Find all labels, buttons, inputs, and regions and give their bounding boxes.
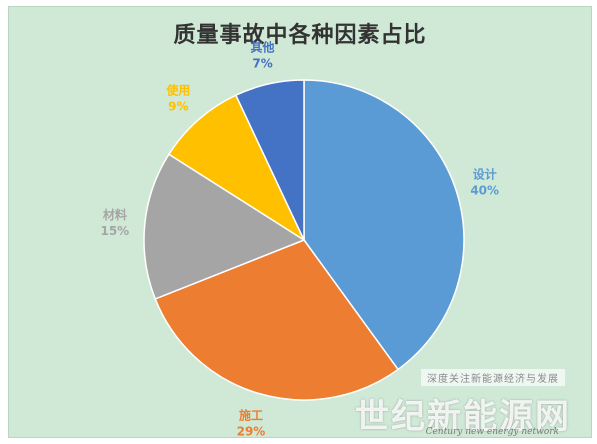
slice-label-0: 设计 — [473, 166, 497, 181]
pie-slice-0 — [303, 79, 465, 371]
chart-title: 质量事故中各种因素占比 — [173, 22, 427, 48]
slice-value-4: 7% — [252, 57, 272, 71]
slice-label-2: 材料 — [102, 207, 127, 222]
pie-slice-1 — [154, 239, 400, 401]
slice-label-4: 其他 — [251, 40, 275, 55]
pie-slice-3 — [167, 94, 306, 243]
slice-value-1: 29% — [237, 424, 266, 438]
pie-slice-4 — [234, 79, 305, 241]
slice-label-3: 使用 — [165, 82, 190, 97]
watermark-brand: 世纪新能源网 — [355, 397, 571, 437]
slice-value-0: 40% — [470, 183, 499, 197]
pie-chart: 设计 40% 施工 29% 材料 15% 使用 9% 其他 7% — [100, 40, 499, 438]
watermark-brand-en: Century new energy network — [425, 427, 559, 437]
pie-slice-2 — [143, 153, 306, 300]
chart-frame: 质量事故中各种因素占比 设计 40% 施工 29% 材料 15% 使用 9% 其他 7% 深度关注… — [8, 6, 592, 438]
slice-value-3: 9% — [168, 99, 188, 113]
watermark-notice: 深度关注新能源经济与发展 — [421, 369, 565, 386]
slice-value-2: 15% — [100, 224, 129, 238]
slice-label-1: 施工 — [239, 407, 263, 422]
